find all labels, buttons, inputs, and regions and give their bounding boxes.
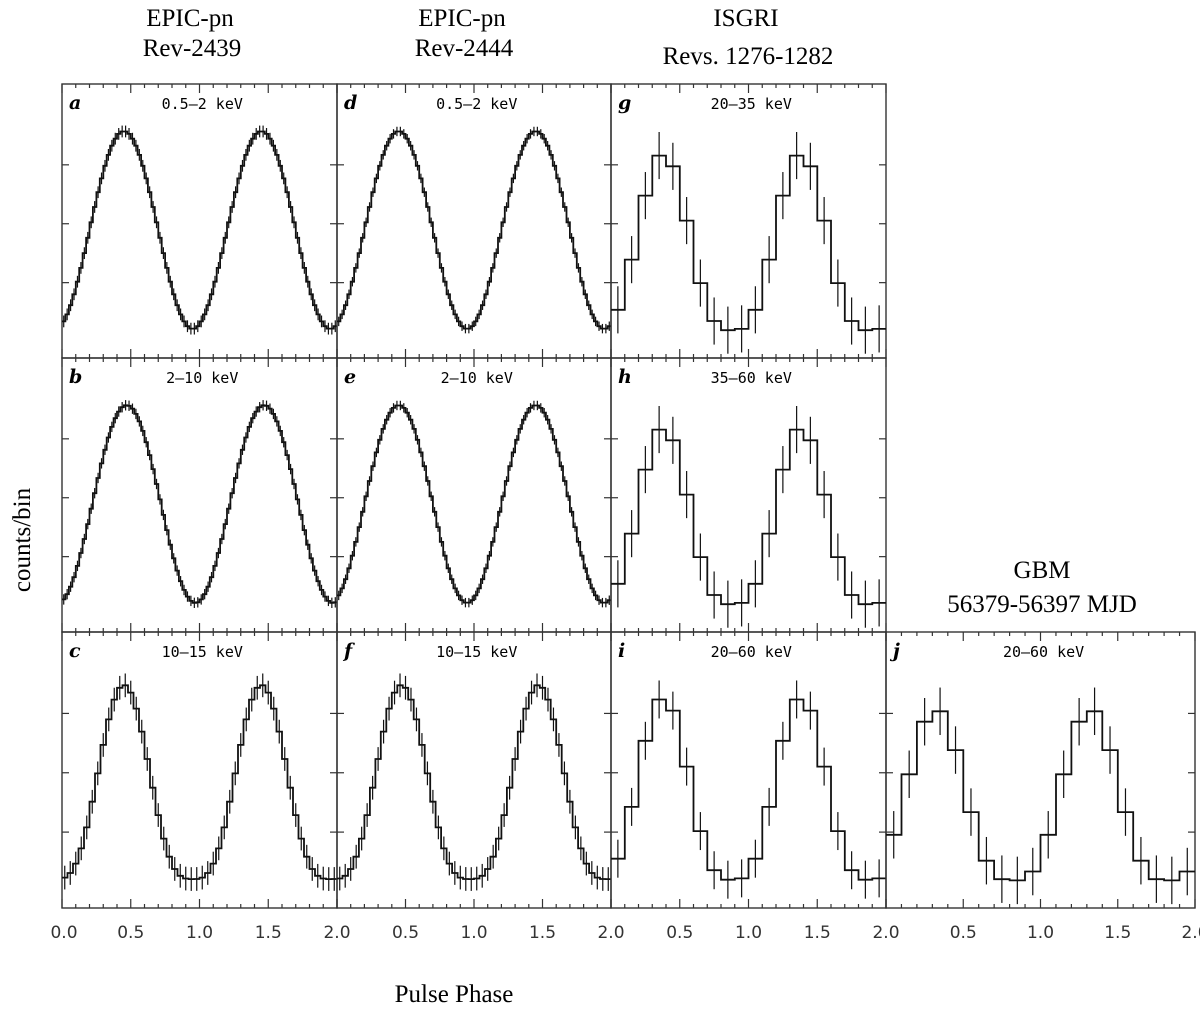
panel-f-letter: f [342,640,355,662]
panel-i-xtick-label-1: 0.5 [666,923,693,943]
panel-i: i 20–60 keV 0.5 1.0 1.5 2.0 [610,631,900,943]
panel-f-xtick-label-4: 2.0 [597,923,624,943]
panel-e: e 2–10 keV [336,357,612,633]
panel-f-profile-line [337,684,611,880]
panel-f: f 10–15 keV 0.5 1.0 1.5 2.0 [336,631,625,943]
panel-i-letter: i [618,640,625,662]
panel-c-xtick-label-0: 0.0 [50,923,77,943]
panel-d-frame [336,83,612,359]
panel-e-letter: e [344,366,356,388]
panel-j-letter: j [889,640,900,662]
column-header-3-line-2: Revs. 1276-1282 [663,43,834,70]
column-header-2-line-2: Rev-2444 [415,35,514,62]
panel-j-xtick-label-2: 1.0 [1027,923,1054,943]
panel-h-letter: h [618,366,632,388]
panel-f-energy-label: 10–15 keV [436,643,517,661]
panel-i-energy-label: 20–60 keV [711,643,792,661]
panel-b-letter: b [69,366,82,388]
panel-b-profile-line [62,404,337,604]
panel-d-letter: d [344,92,357,114]
panel-e-energy-label: 2–10 keV [441,369,513,387]
panel-g: g 20–35 keV [610,83,887,359]
panel-d-profile-line [337,130,611,330]
column-header-3-line-1: ISGRI [713,5,778,32]
panel-f-xtick-label-1: 0.5 [392,923,419,943]
column-header-4-line-2: 56379-56397 MJD [947,591,1137,618]
panel-c: c 10–15 keV 0.0 0.5 1.0 1.5 2.0 [50,631,351,943]
column-header-1-line-1: EPIC-pn [146,5,234,32]
panel-b: b 2–10 keV [61,357,338,633]
panel-c-letter: c [69,640,81,662]
panel-g-energy-label: 20–35 keV [711,95,792,113]
x-axis-label: Pulse Phase [395,981,514,1008]
panel-a: a 0.5–2 keV [61,83,338,359]
panel-a-letter: a [69,92,81,114]
panel-c-xtick-label-2: 1.0 [186,923,213,943]
panel-j-xtick-label-1: 0.5 [950,923,977,943]
panel-i-xtick-label-3: 1.5 [804,923,831,943]
column-header-4-line-1: GBM [1014,557,1071,584]
panel-a-energy-label: 0.5–2 keV [162,95,243,113]
panel-c-xtick-label-1: 0.5 [117,923,144,943]
panel-a-profile-line [62,130,337,330]
panel-h: h 35–60 keV [610,357,887,633]
panel-f-xtick-label-2: 1.0 [460,923,487,943]
panel-j-xtick-label-4: 2.0 [1181,923,1200,943]
panel-f-xtick-label-3: 1.5 [529,923,556,943]
panel-c-xtick-label-4: 2.0 [323,923,350,943]
panels: a 0.5–2 keV b 2–10 keV c 10–15 keV 0.0 0.5 1.0 1.… [50,83,1200,943]
panel-g-letter: g [618,92,631,114]
panel-j-xtick-label-3: 1.5 [1104,923,1131,943]
panel-i-xtick-label-4: 2.0 [872,923,899,943]
panel-g-profile-line [611,154,886,332]
column-headers: EPIC-pn Rev-2439 EPIC-pn Rev-2444 ISGRI … [143,5,1137,618]
panel-b-energy-label: 2–10 keV [166,369,238,387]
panel-j-energy-label: 20–60 keV [1003,643,1084,661]
panel-d: d 0.5–2 keV [336,83,612,359]
panel-j: j 20–60 keV 0.5 1.0 1.5 2.0 [885,631,1200,943]
panel-c-energy-label: 10–15 keV [162,643,243,661]
column-header-2-line-1: EPIC-pn [418,5,506,32]
y-axis-label: counts/bin [9,487,36,592]
panel-h-profile-line [611,428,886,606]
panel-c-frame [61,631,338,909]
panel-c-profile-line [62,684,337,880]
panel-d-energy-label: 0.5–2 keV [436,95,517,113]
panel-h-energy-label: 35–60 keV [711,369,792,387]
panel-j-profile-line [886,710,1195,882]
panel-i-xtick-label-2: 1.0 [735,923,762,943]
panel-e-profile-line [337,404,611,604]
panel-c-xtick-label-3: 1.5 [255,923,282,943]
panel-a-frame [61,83,338,359]
column-header-1-line-2: Rev-2439 [143,35,242,62]
panel-e-frame [336,357,612,633]
panel-i-profile-line [611,698,886,881]
